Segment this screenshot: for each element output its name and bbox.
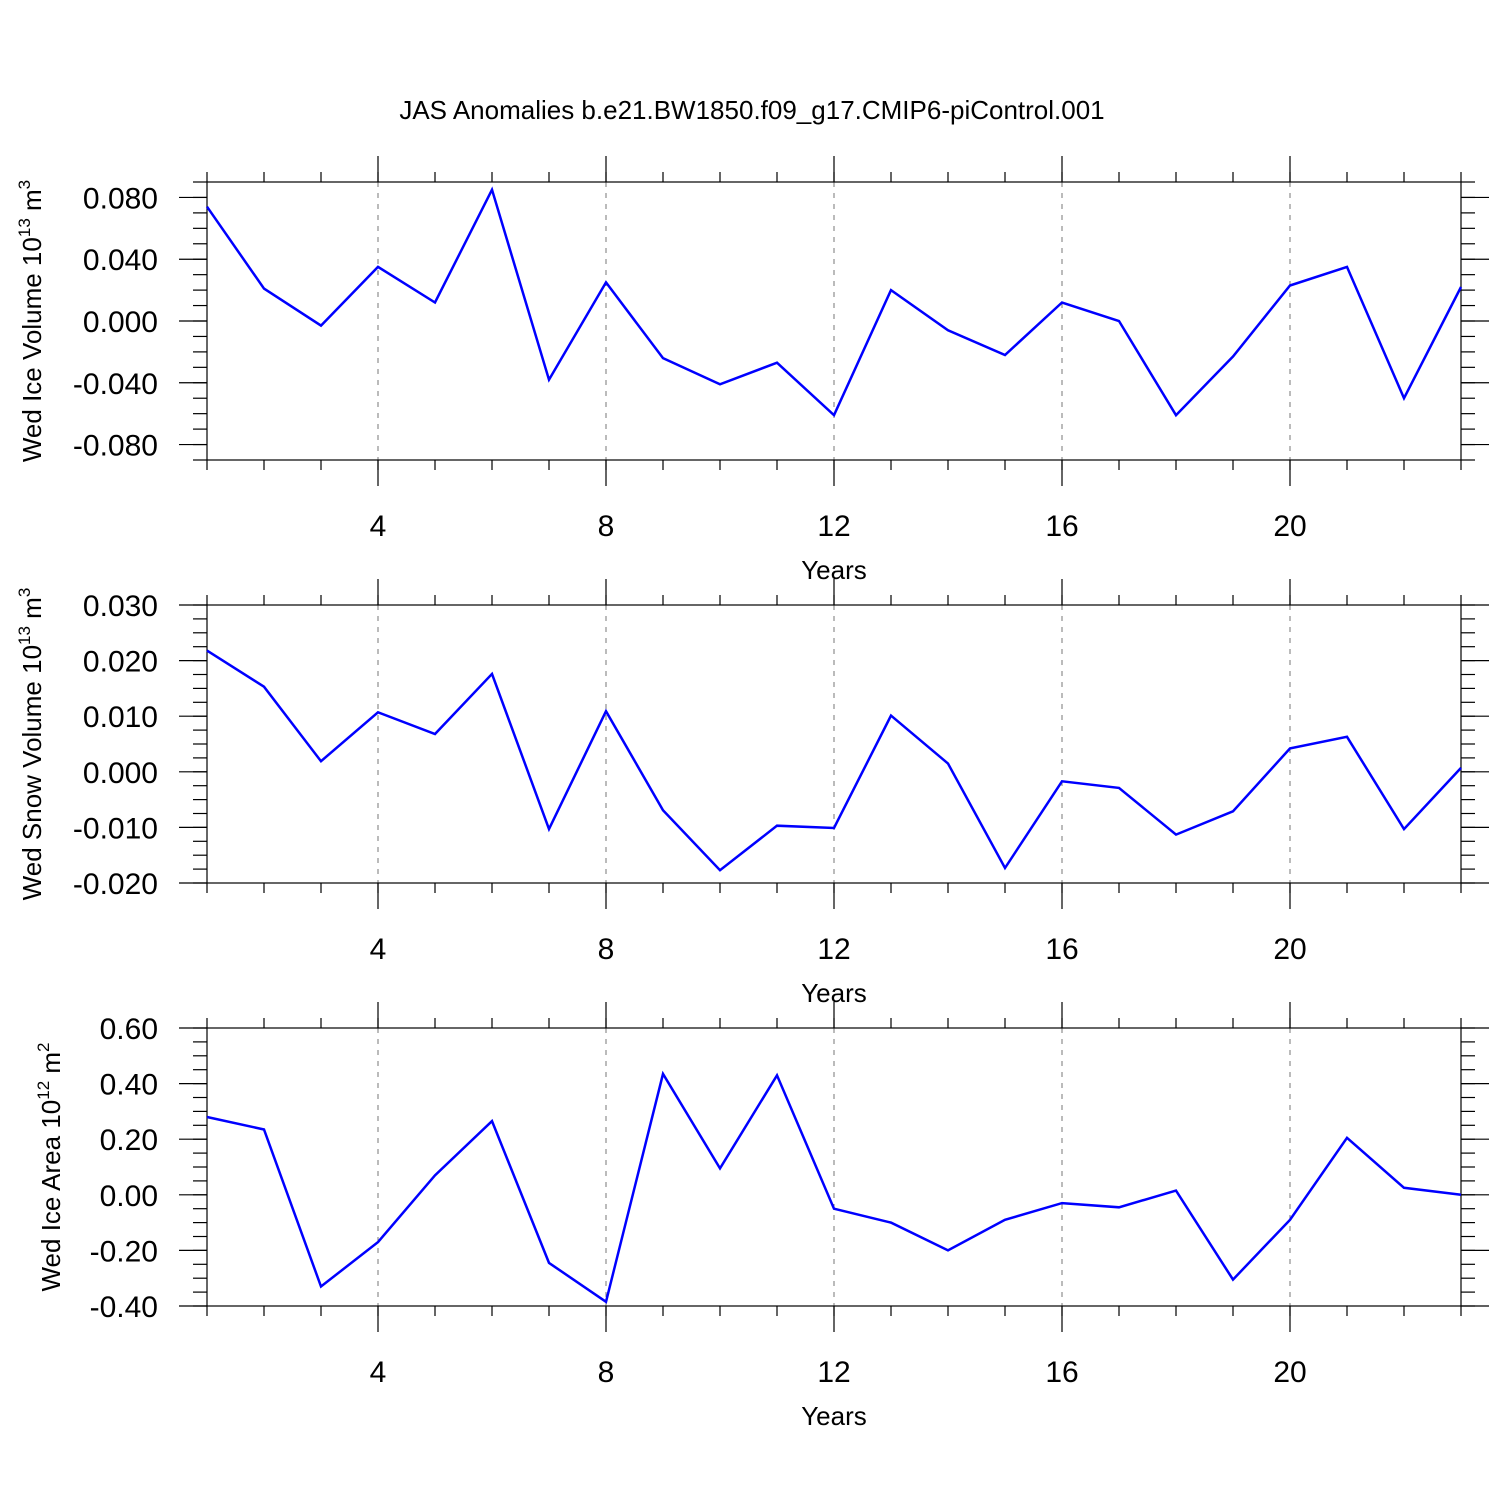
x-tick-label: 8	[598, 1356, 615, 1389]
y-axis-title: Wed Ice Volume 1013 m3	[15, 180, 47, 462]
y-tick-label: 0.20	[100, 1124, 158, 1157]
panel-3: 4 8 12 16 20 -0.40 -0.20 0.00 0.20 0.40 0.60 Years W…	[34, 1002, 1489, 1431]
y-tick-label: 0.010	[83, 701, 158, 734]
x-tick-label: 16	[1045, 1356, 1078, 1389]
x-tick-label: 12	[817, 933, 850, 966]
series-line	[205, 186, 1463, 418]
y-tick-label: -0.40	[90, 1291, 158, 1324]
y-tick-label: 0.030	[83, 590, 158, 623]
series-line	[206, 1070, 1462, 1304]
y-tick-label: 0.000	[83, 306, 158, 339]
y-tick-label: 0.00	[100, 1180, 158, 1213]
y-tick-label: 0.020	[83, 646, 158, 679]
plot-frame	[206, 604, 1462, 884]
series-line	[206, 649, 1462, 872]
plot-frame	[206, 181, 1462, 461]
y-tick-label: -0.20	[90, 1235, 158, 1268]
x-tick-label: 16	[1045, 510, 1078, 543]
x-tick-label: 8	[598, 510, 615, 543]
x-tick-label: 16	[1045, 933, 1078, 966]
y-tick-label: 0.000	[83, 757, 158, 790]
x-tick-label: 20	[1273, 933, 1306, 966]
chart-title: JAS Anomalies b.e21.BW1850.f09_g17.CMIP6…	[399, 95, 1104, 125]
x-tick-label: 8	[598, 933, 615, 966]
x-tick-label: 4	[370, 933, 387, 966]
y-tick-label: -0.080	[73, 430, 158, 463]
y-tick-label: 0.40	[100, 1069, 158, 1102]
x-tick-label: 20	[1273, 510, 1306, 543]
x-axis-title: Years	[801, 1401, 867, 1431]
plot-frame	[206, 1027, 1462, 1307]
x-tick-label: 12	[817, 1356, 850, 1389]
x-tick-label: 12	[817, 510, 850, 543]
x-tick-label: 4	[370, 1356, 387, 1389]
y-tick-label: 0.080	[83, 182, 158, 215]
y-tick-label: 0.60	[100, 1013, 158, 1046]
x-tick-label: 20	[1273, 1356, 1306, 1389]
y-tick-label: -0.010	[73, 812, 158, 845]
x-tick-label: 4	[370, 510, 387, 543]
y-tick-label: -0.020	[73, 868, 158, 901]
y-tick-label: -0.040	[73, 368, 158, 401]
panel-2: 4 8 12 16 20 -0.020 -0.010 0.000 0.010 0.020 0.030…	[15, 579, 1489, 1008]
panel-1: 4 8 12 16 20-0.080-0.0400.0000.0400.080Years…	[15, 156, 1489, 585]
y-axis-title: Wed Snow Volume 1013 m3	[15, 588, 47, 901]
y-axis-title: Wed Ice Area 1012 m2	[34, 1042, 66, 1291]
y-tick-label: 0.040	[83, 244, 158, 277]
